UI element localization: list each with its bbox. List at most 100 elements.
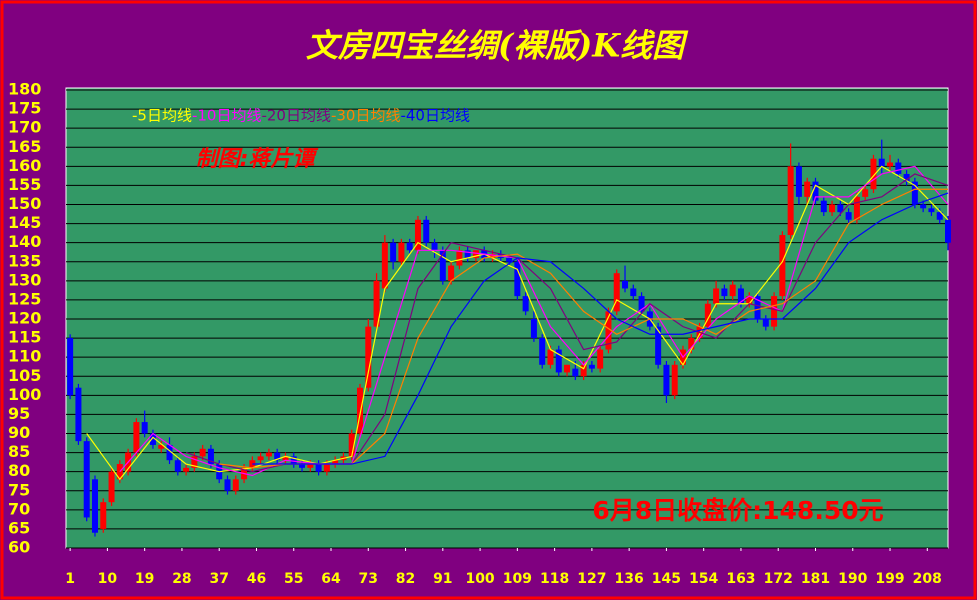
candle-body — [357, 387, 363, 434]
candle-body — [75, 387, 82, 442]
candle-body — [920, 204, 927, 209]
y-tick-label: 100 — [8, 385, 41, 404]
candle-body — [100, 502, 107, 529]
candle-body — [232, 479, 239, 491]
x-tick-label: 208 — [913, 571, 942, 587]
y-tick-label: 65 — [8, 518, 30, 537]
candle-body — [315, 464, 322, 472]
candle-body — [514, 261, 521, 297]
candle-body — [795, 166, 802, 197]
candle-body — [671, 364, 678, 396]
candle-body — [472, 250, 479, 258]
y-tick-label: 145 — [8, 213, 41, 232]
author-note: 制图:蒋片谭 — [196, 147, 320, 172]
legend-entry: -20日均线 — [261, 107, 331, 125]
candle-body — [597, 349, 604, 369]
candle-body — [414, 219, 421, 251]
y-tick-label: 130 — [8, 270, 41, 289]
candle-body — [274, 452, 281, 461]
x-tick-label: 91 — [433, 571, 452, 587]
x-tick-label: 118 — [540, 571, 569, 587]
candle-body — [149, 433, 156, 445]
candle-body — [737, 288, 744, 304]
candle-body — [837, 204, 844, 213]
x-tick-label: 1 — [65, 571, 75, 587]
x-tick-label: 100 — [465, 571, 494, 587]
candle-body — [506, 257, 513, 262]
y-tick-label: 120 — [8, 309, 41, 328]
candle-body — [406, 242, 413, 251]
candle-body — [381, 242, 388, 289]
candle-body — [762, 319, 769, 327]
candle-body — [721, 288, 728, 297]
y-tick-label: 80 — [8, 461, 30, 480]
candle-body — [224, 479, 231, 491]
legend-entry: -40日均线 — [400, 107, 470, 125]
y-tick-label: 160 — [8, 156, 41, 175]
x-tick-label: 19 — [135, 571, 154, 587]
candle-body — [282, 456, 289, 461]
x-tick-label: 46 — [247, 571, 266, 587]
chart-title: 文房四宝丝绸(裸版)K线图 — [306, 27, 689, 65]
candle-body — [199, 448, 206, 457]
candle-body — [622, 280, 629, 289]
candle-body — [133, 422, 140, 453]
candle-body — [853, 196, 860, 220]
x-tick-label: 190 — [838, 571, 867, 587]
y-tick-label: 165 — [8, 137, 41, 156]
candle-body — [464, 250, 471, 258]
candle-body — [555, 349, 562, 373]
y-tick-label: 175 — [8, 99, 41, 118]
candle-body — [83, 441, 90, 518]
y-tick-label: 90 — [8, 423, 30, 442]
candle-body — [299, 464, 306, 468]
y-tick-label: 85 — [8, 442, 30, 461]
candle-body — [522, 296, 529, 312]
x-tick-label: 154 — [689, 571, 718, 587]
candle-body — [564, 364, 571, 373]
candle-body — [713, 288, 720, 304]
y-tick-label: 140 — [8, 232, 41, 251]
candle-body — [257, 456, 264, 461]
candle-body — [845, 212, 852, 220]
y-tick-label: 180 — [8, 80, 41, 99]
candle-body — [539, 338, 546, 365]
candle-body — [878, 158, 885, 167]
candle-body — [688, 338, 695, 350]
candle-body — [448, 265, 455, 281]
candle-body — [183, 467, 190, 472]
candle-body — [588, 364, 595, 369]
candle-body — [489, 254, 496, 258]
candle-body — [390, 242, 397, 262]
candle-body — [903, 173, 910, 182]
x-tick-label: 136 — [615, 571, 644, 587]
y-tick-label: 170 — [8, 118, 41, 137]
ma-line — [119, 165, 949, 477]
candle-body — [174, 460, 181, 472]
candle-body — [166, 444, 173, 461]
x-tick-label: 109 — [503, 571, 532, 587]
x-tick-label: 37 — [209, 571, 228, 587]
candle-body — [398, 242, 405, 262]
candle-body — [812, 181, 819, 201]
candle-body — [290, 456, 297, 465]
candle-body — [928, 208, 935, 213]
candle-body — [265, 452, 272, 457]
legend-entry: -5日均线 — [132, 107, 192, 125]
candle-body — [945, 219, 951, 243]
candle-body — [439, 250, 446, 281]
candle-body — [323, 464, 330, 472]
candle-body — [530, 319, 537, 339]
y-tick-label: 125 — [8, 289, 41, 308]
candle-body — [630, 288, 637, 297]
candle-body — [307, 464, 314, 468]
candle-body — [779, 235, 786, 297]
candle-body — [862, 189, 869, 197]
legend-entry: -10日均线 — [192, 107, 262, 125]
candle-body — [870, 158, 877, 190]
x-tick-label: 127 — [577, 571, 606, 587]
candle-body — [365, 326, 372, 388]
y-tick-label: 115 — [8, 328, 41, 347]
